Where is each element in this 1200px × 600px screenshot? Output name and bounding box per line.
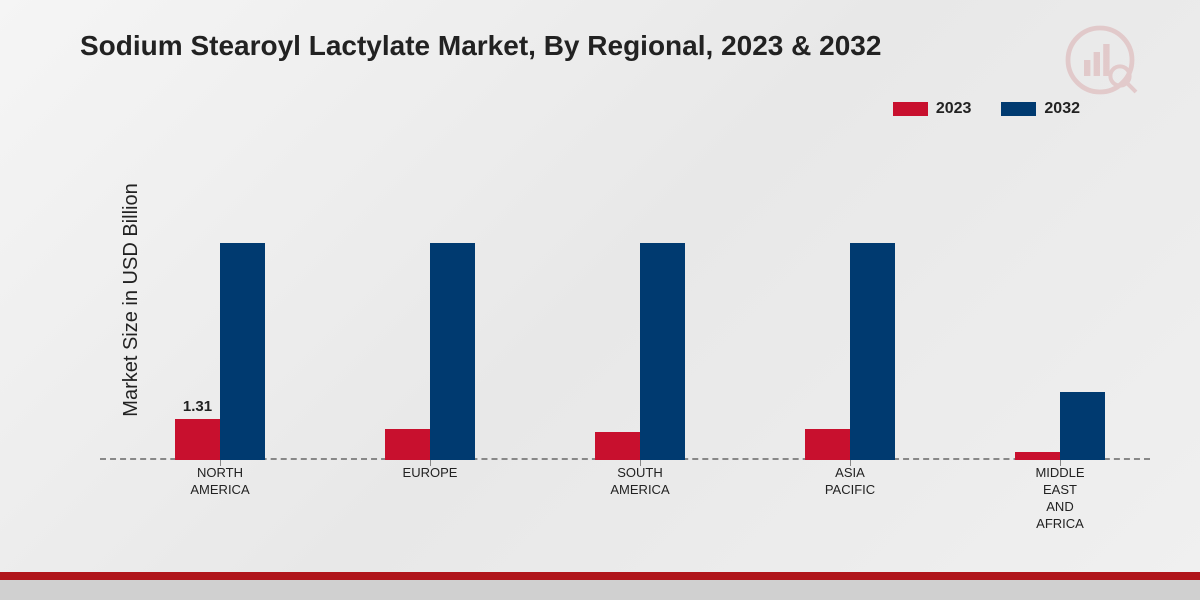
bar-group: 1.31 [175,243,265,460]
legend-item-2023: 2023 [893,100,972,118]
bar-2032 [1060,392,1105,460]
bar-2032 [220,243,265,460]
bar-2023 [1015,452,1060,460]
footer-grey-bar [0,580,1200,600]
x-axis-category-label: ASIAPACIFIC [825,465,875,499]
bar-2023 [805,429,850,460]
legend: 2023 2032 [893,100,1080,118]
x-axis-category-label: SOUTHAMERICA [610,465,669,499]
bar-2023: 1.31 [175,419,220,460]
bar-group [805,243,895,460]
legend-swatch-2032 [1001,102,1036,116]
bar-2023 [385,429,430,460]
x-axis-labels: NORTHAMERICA EUROPE SOUTHAMERICA ASIAPACIFI… [100,465,1150,545]
footer-red-rule [0,572,1200,580]
x-axis-category-label: NORTHAMERICA [190,465,249,499]
legend-item-2032: 2032 [1001,100,1080,118]
x-axis-category-label: MIDDLEEASTANDAFRICA [1035,465,1084,533]
watermark-logo-icon [1060,20,1140,100]
legend-swatch-2023 [893,102,928,116]
x-axis-category-label: EUROPE [403,465,458,482]
legend-label-2023: 2023 [936,100,972,118]
bar-2032 [850,243,895,460]
bar-group [385,243,475,460]
bar-2032 [640,243,685,460]
chart-title: Sodium Stearoyl Lactylate Market, By Reg… [80,30,881,62]
bar-group [1015,392,1105,460]
bar-2032 [430,243,475,460]
bar-group [595,243,685,460]
bar-value-label: 1.31 [183,398,212,415]
chart-plot-area: 1.31 [100,150,1150,460]
legend-label-2032: 2032 [1044,100,1080,118]
bar-2023 [595,432,640,460]
